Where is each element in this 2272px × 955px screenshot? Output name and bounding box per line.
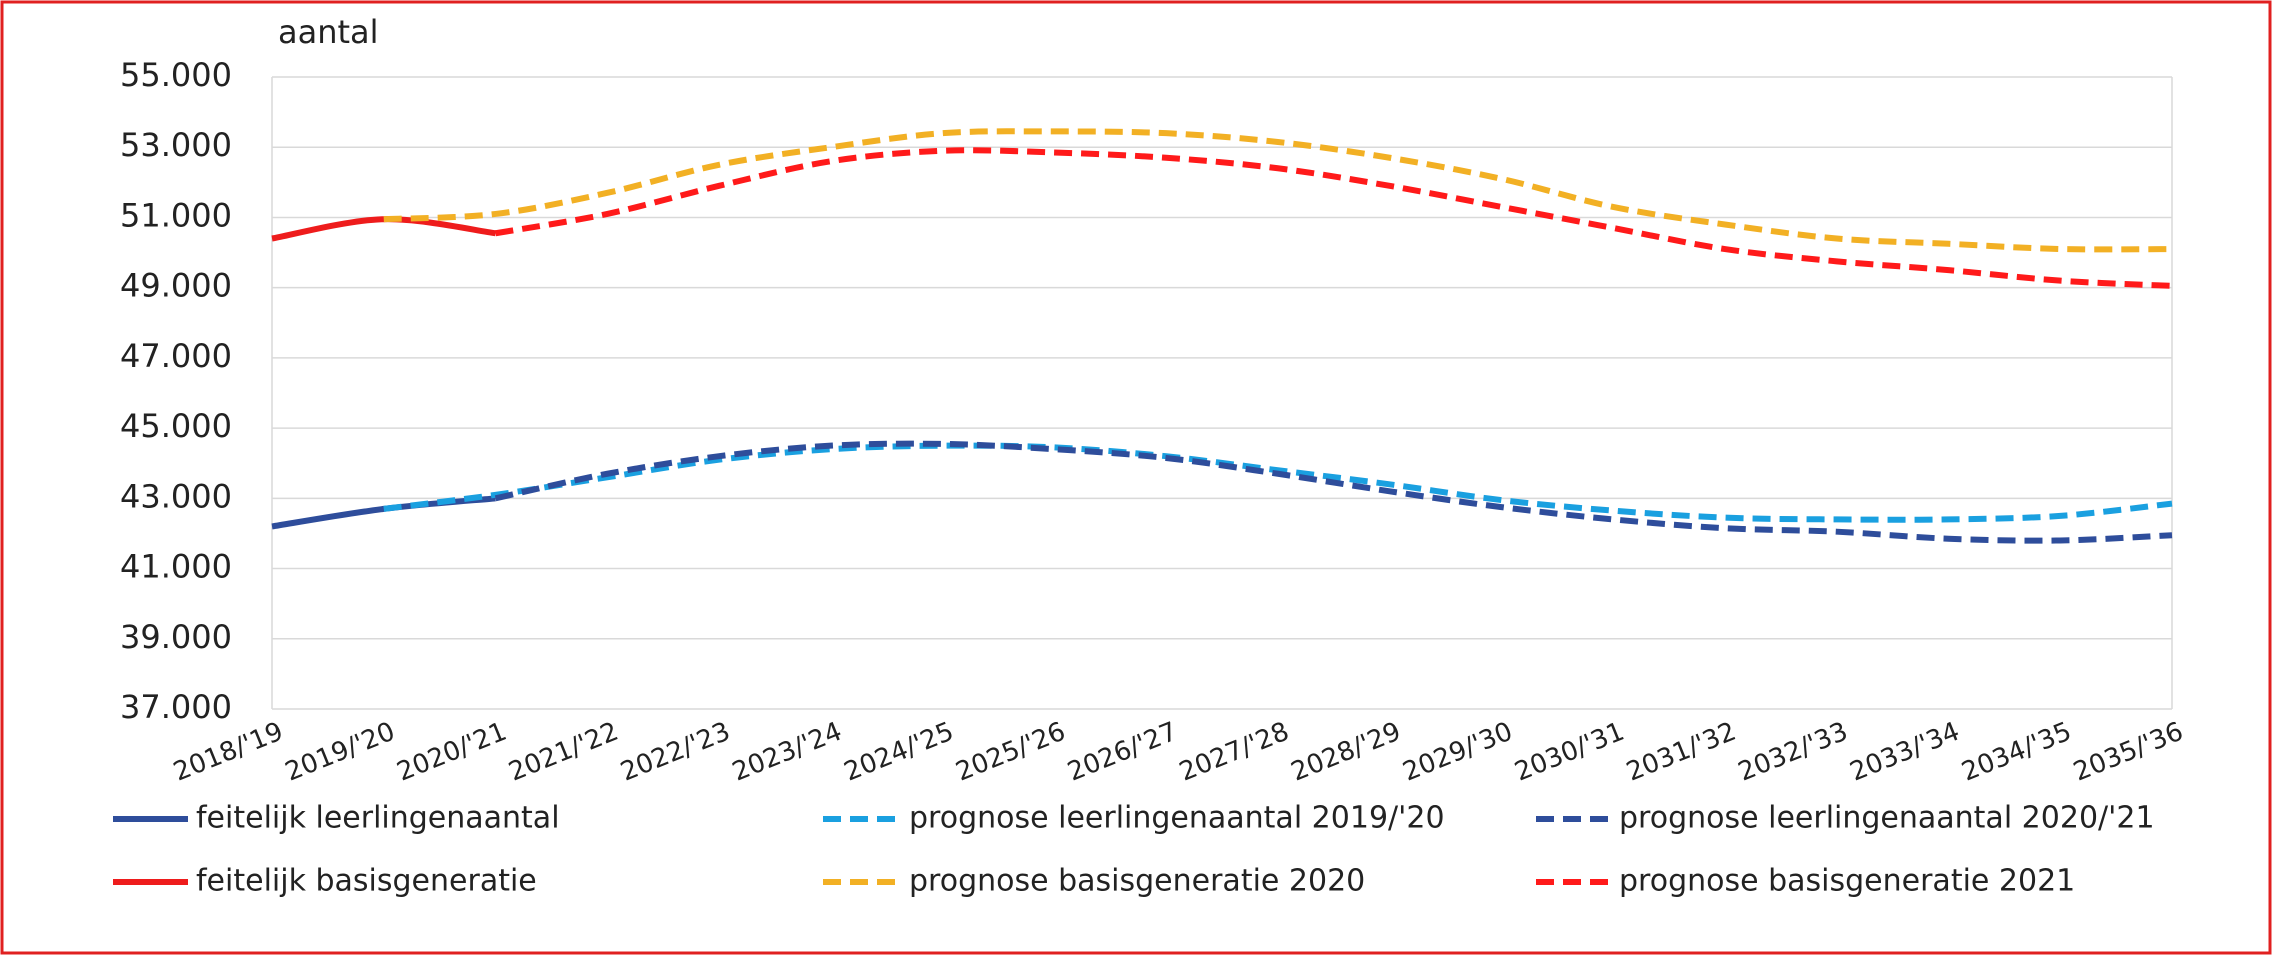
legend-label: prognose basisgeneratie 2021 bbox=[1619, 864, 2075, 899]
y-tick-label: 37.000 bbox=[120, 688, 232, 726]
y-tick-label: 41.000 bbox=[120, 548, 232, 586]
line-series bbox=[383, 442, 2173, 523]
line-series bbox=[495, 147, 2173, 289]
line-series bbox=[383, 128, 2173, 253]
y-tick-label: 43.000 bbox=[120, 477, 232, 515]
y-tick-label: 49.000 bbox=[120, 267, 232, 305]
legend-label: prognose leerlingenaantal 2019/'20 bbox=[909, 801, 1445, 836]
line-series bbox=[494, 440, 2173, 544]
y-tick-label: 53.000 bbox=[120, 126, 232, 164]
y-tick-label: 45.000 bbox=[120, 407, 232, 445]
y-tick-label: 51.000 bbox=[120, 196, 232, 234]
y-axis-label: aantal bbox=[278, 13, 379, 51]
legend-label: feitelijk leerlingenaantal bbox=[196, 801, 560, 836]
y-tick-label: 39.000 bbox=[120, 618, 232, 656]
legend-label: prognose leerlingenaantal 2020/'21 bbox=[1619, 801, 2155, 836]
legend-label: prognose basisgeneratie 2020 bbox=[909, 864, 1365, 899]
y-tick-label: 55.000 bbox=[120, 56, 232, 94]
legend-label: feitelijk basisgeneratie bbox=[196, 864, 537, 899]
y-tick-label: 47.000 bbox=[120, 337, 232, 375]
